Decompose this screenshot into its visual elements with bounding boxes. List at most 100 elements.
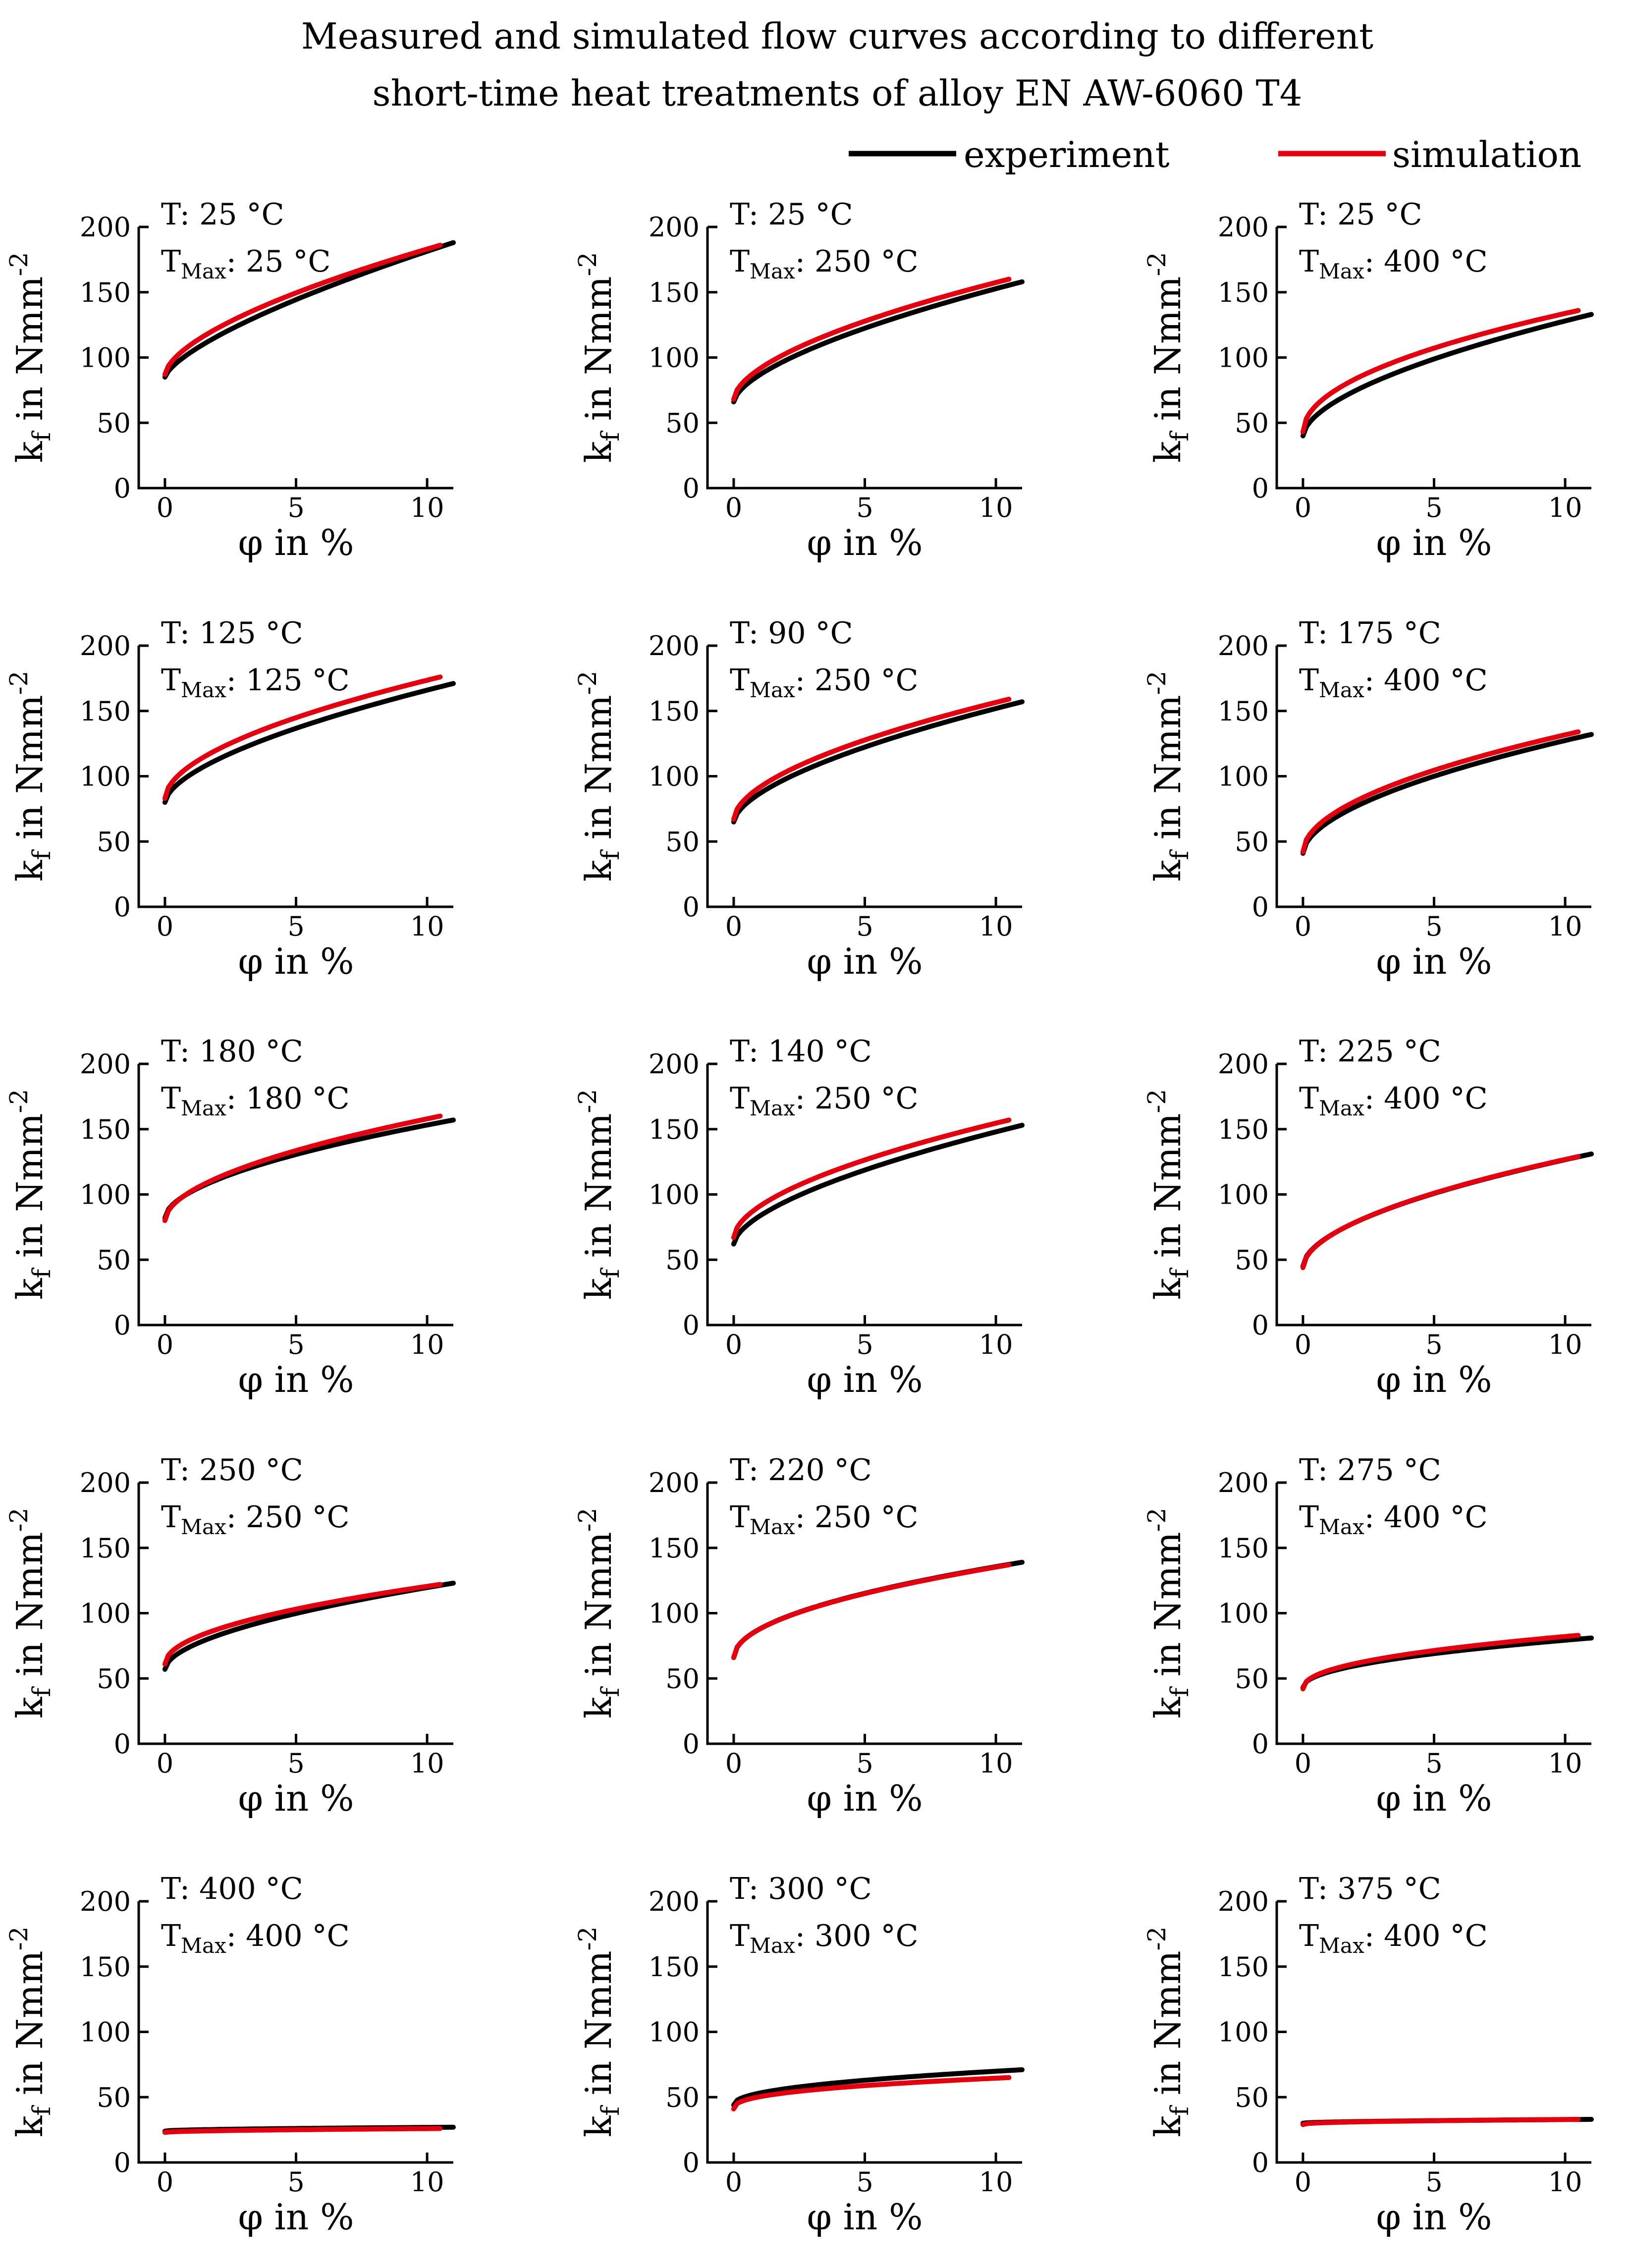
y-tick-label: 150	[1218, 1533, 1269, 1564]
x-tick-label: 0	[725, 2166, 742, 2198]
x-tick-label: 5	[287, 1329, 304, 1360]
y-tick-label: 100	[80, 2017, 131, 2048]
y-tick-label: 0	[114, 473, 131, 504]
y-tick-label: 50	[665, 407, 700, 439]
y-tick-label: 100	[649, 761, 700, 792]
experiment-curve	[731, 1122, 1025, 1247]
temperature-label: T: 25 °C	[161, 197, 284, 232]
legend-label-experiment: experiment	[964, 134, 1170, 175]
temperature-label: T: 220 °C	[730, 1453, 872, 1488]
y-tick-label: 50	[1235, 826, 1269, 857]
x-tick-label: 10	[979, 911, 1013, 942]
x-axis-label: φ in %	[807, 940, 923, 982]
y-tick-label: 200	[1218, 1467, 1269, 1498]
x-tick-label: 5	[287, 911, 304, 942]
y-tick-label: 150	[649, 1114, 700, 1145]
experiment-curve	[162, 1580, 456, 1672]
temperature-label: T: 90 °C	[730, 616, 853, 651]
y-tick-label: 50	[665, 826, 700, 857]
y-tick-label: 0	[1252, 1310, 1269, 1341]
x-axis-label: φ in %	[1376, 940, 1492, 982]
y-tick-label: 50	[97, 1244, 131, 1275]
y-tick-label: 150	[80, 1114, 131, 1145]
temperature-label: T: 125 °C	[161, 616, 303, 651]
y-tick-label: 150	[80, 277, 131, 308]
y-tick-label: 200	[80, 630, 131, 662]
y-axis-label: kf in Nmm-2	[4, 1927, 56, 2138]
temperature-label: T: 275 °C	[1299, 1453, 1441, 1488]
x-tick-label: 5	[1425, 2166, 1442, 2198]
max-temperature-label: TMax: 180 °C	[161, 1081, 350, 1120]
x-tick-label: 5	[287, 2166, 304, 2198]
y-axis-label: kf in Nmm-2	[4, 1089, 56, 1300]
y-tick-label: 100	[80, 342, 131, 374]
x-tick-label: 5	[287, 492, 304, 523]
panel-9: 0 50 100 150 200 0 5 10 φ in % kf in Nmm-2 T: 225 …	[1142, 1034, 1594, 1400]
x-tick-label: 0	[157, 1748, 173, 1779]
x-tick-label: 10	[979, 1329, 1013, 1360]
panel-11: 0 50 100 150 200 0 5 10 φ in % kf in Nmm-2 T: 220 …	[573, 1453, 1025, 1819]
x-axis-label: φ in %	[1376, 2196, 1492, 2238]
x-axis-label: φ in %	[807, 1359, 923, 1400]
y-tick-label: 50	[1235, 407, 1269, 439]
panel-5: 0 50 100 150 200 0 5 10 φ in % kf in Nmm-2 T: 90 °…	[573, 616, 1025, 982]
y-tick-label: 100	[649, 1179, 700, 1211]
max-temperature-label: TMax: 400 °C	[1299, 663, 1488, 702]
y-axis-label: kf in Nmm-2	[1142, 1089, 1194, 1300]
y-axis-label: kf in Nmm-2	[573, 252, 625, 463]
figure-title-line-2: short-time heat treatments of alloy EN A…	[373, 72, 1303, 114]
panel-4: 0 50 100 150 200 0 5 10 φ in % kf in Nmm-2 T: 125 …	[4, 616, 456, 982]
experiment-curve	[731, 279, 1025, 405]
x-axis-label: φ in %	[238, 940, 354, 982]
y-tick-label: 150	[80, 696, 131, 727]
panel-13: 0 50 100 150 200 0 5 10 φ in % kf in Nmm-2 T: 400 …	[4, 1872, 456, 2238]
max-temperature-label: TMax: 400 °C	[161, 1919, 350, 1958]
panel-10: 0 50 100 150 200 0 5 10 φ in % kf in Nmm-2 T: 250 …	[4, 1453, 456, 1819]
simulation-curve	[162, 2126, 443, 2135]
y-axis-label: kf in Nmm-2	[1142, 1927, 1194, 2138]
temperature-label: T: 225 °C	[1299, 1034, 1441, 1069]
temperature-label: T: 175 °C	[1299, 616, 1441, 651]
y-tick-label: 50	[97, 826, 131, 857]
simulation-curve	[162, 1113, 443, 1223]
max-temperature-label: TMax: 25 °C	[161, 244, 330, 283]
y-axis-label: kf in Nmm-2	[573, 1089, 625, 1300]
panel-15: 0 50 100 150 200 0 5 10 φ in % kf in Nmm-2 T: 375 …	[1142, 1872, 1594, 2238]
y-tick-label: 150	[649, 696, 700, 727]
experiment-curve	[162, 1117, 456, 1220]
x-axis-label: φ in %	[238, 1777, 354, 1819]
y-axis-label: kf in Nmm-2	[4, 252, 56, 463]
x-tick-label: 10	[979, 1748, 1013, 1779]
y-tick-label: 100	[80, 761, 131, 792]
x-tick-label: 0	[725, 492, 742, 523]
temperature-label: T: 400 °C	[161, 1872, 303, 1906]
y-tick-label: 150	[1218, 277, 1269, 308]
temperature-label: T: 25 °C	[1299, 197, 1422, 232]
temperature-label: T: 300 °C	[730, 1872, 872, 1906]
simulation-curve	[162, 1582, 443, 1667]
panel-14: 0 50 100 150 200 0 5 10 φ in % kf in Nmm-2 T: 300 …	[573, 1872, 1025, 2238]
x-axis-label: φ in %	[1376, 1359, 1492, 1400]
y-tick-label: 50	[665, 2082, 700, 2113]
x-tick-label: 5	[1425, 1329, 1442, 1360]
x-tick-label: 0	[1295, 1748, 1311, 1779]
x-tick-label: 10	[979, 492, 1013, 523]
simulation-curve	[731, 277, 1012, 402]
x-tick-label: 10	[1548, 1329, 1582, 1360]
experiment-curve	[1300, 1151, 1594, 1269]
simulation-curve	[1300, 308, 1581, 435]
y-axis-label: kf in Nmm-2	[1142, 252, 1194, 463]
y-axis-label: kf in Nmm-2	[1142, 671, 1194, 882]
y-tick-label: 50	[665, 1244, 700, 1275]
y-tick-label: 0	[683, 891, 700, 923]
y-tick-label: 100	[649, 342, 700, 374]
max-temperature-label: TMax: 400 °C	[1299, 1500, 1488, 1539]
y-tick-label: 100	[649, 1598, 700, 1629]
simulation-curve	[1300, 1154, 1581, 1271]
simulation-curve	[162, 674, 443, 801]
y-tick-label: 0	[683, 473, 700, 504]
y-tick-label: 0	[114, 1310, 131, 1341]
y-tick-label: 200	[1218, 1049, 1269, 1080]
y-tick-label: 200	[1218, 212, 1269, 243]
